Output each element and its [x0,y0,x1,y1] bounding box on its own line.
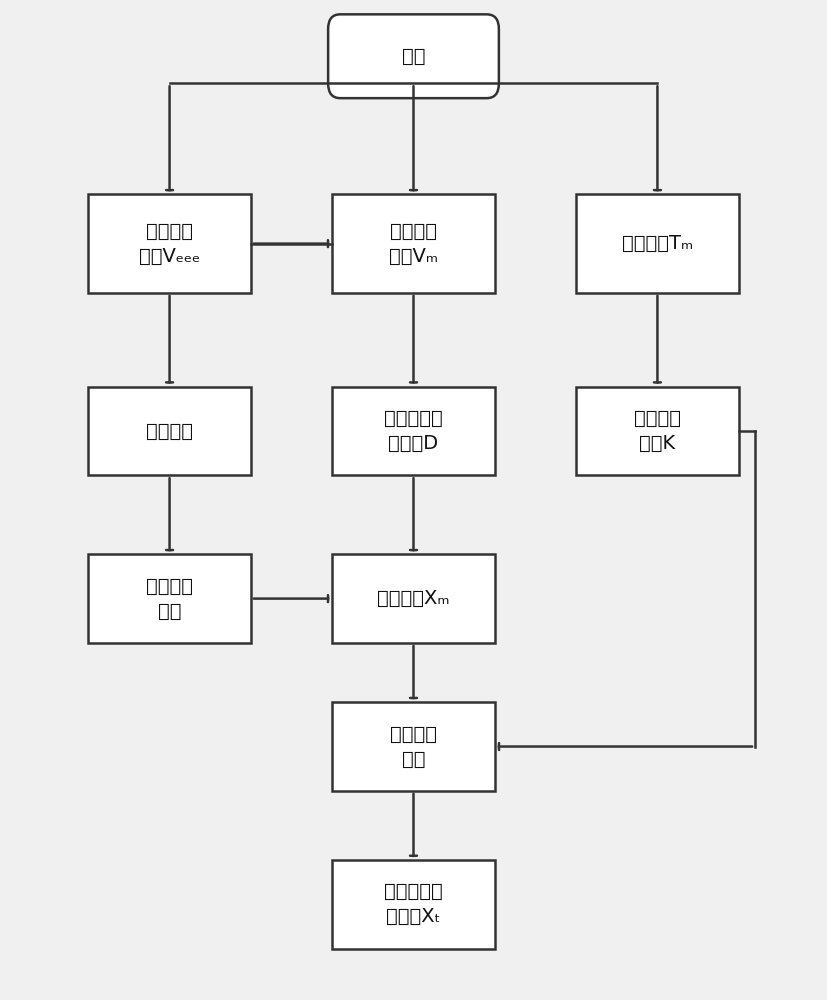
FancyBboxPatch shape [576,194,739,293]
Text: 计算浓度信
号变量D: 计算浓度信 号变量D [384,409,443,453]
Text: 读入测量
电压Vₘ: 读入测量 电压Vₘ [389,222,438,266]
FancyBboxPatch shape [332,702,495,791]
FancyBboxPatch shape [88,554,251,643]
FancyBboxPatch shape [576,387,739,475]
FancyBboxPatch shape [332,387,495,475]
FancyBboxPatch shape [88,194,251,293]
FancyBboxPatch shape [332,860,495,949]
Text: 读入温度Tₘ: 读入温度Tₘ [622,234,693,253]
Text: 进行温度
补偿: 进行温度 补偿 [390,725,437,769]
Text: 浓度计算
模型: 浓度计算 模型 [146,577,193,621]
FancyBboxPatch shape [328,14,499,98]
Text: 输出补偿后
的浓度Xₜ: 输出补偿后 的浓度Xₜ [384,882,443,926]
FancyBboxPatch shape [332,194,495,293]
Text: 七点标定: 七点标定 [146,421,193,440]
FancyBboxPatch shape [88,387,251,475]
Text: 开始: 开始 [402,47,425,66]
Text: 计算温度
系数K: 计算温度 系数K [634,409,681,453]
FancyBboxPatch shape [332,554,495,643]
Text: 读入参比
电压Vₑₑₑ: 读入参比 电压Vₑₑₑ [139,222,200,266]
Text: 计算浓度Xₘ: 计算浓度Xₘ [377,589,450,608]
